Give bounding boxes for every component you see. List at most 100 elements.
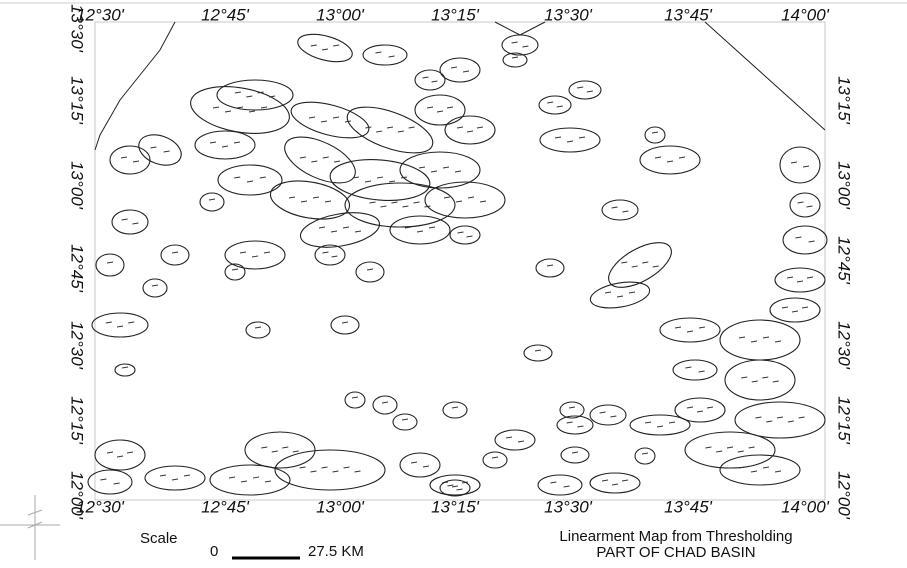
lineament	[246, 180, 254, 183]
lineament	[397, 130, 404, 133]
longitude-label: 14°00'	[781, 5, 830, 24]
lineament	[212, 106, 220, 109]
lineament	[705, 446, 712, 449]
lineament	[447, 484, 454, 487]
lineament	[116, 325, 124, 328]
lineament	[333, 44, 340, 47]
lineament-zone	[160, 244, 190, 266]
lineament	[762, 466, 770, 469]
lineament	[430, 170, 438, 173]
lineament	[120, 156, 128, 159]
lineament	[696, 410, 704, 413]
lineament	[457, 231, 464, 234]
longitude-label: 12°45'	[201, 5, 250, 24]
longitude-label: 13°30'	[544, 5, 593, 24]
lineament-zone	[782, 225, 828, 255]
lineament-zone	[299, 212, 381, 248]
latitude-label: 12°30'	[835, 321, 854, 370]
lineament-zone	[789, 192, 821, 218]
lineament	[686, 330, 694, 333]
lineament	[455, 200, 463, 203]
lineament	[801, 306, 809, 309]
lineament	[310, 44, 317, 47]
lineament	[466, 235, 473, 238]
lineament	[332, 470, 339, 473]
north-arrow	[0, 495, 60, 560]
lineament	[239, 251, 247, 254]
lineament	[652, 265, 659, 268]
boundary-line	[94, 21, 176, 151]
lineament	[621, 261, 628, 264]
lineament	[534, 349, 542, 352]
lineament-zone	[224, 240, 286, 270]
lineament	[762, 336, 770, 339]
longitude-label: 13°00'	[316, 5, 365, 24]
lineament	[750, 340, 758, 343]
lineament	[224, 110, 232, 113]
longitude-label: 13°00'	[316, 497, 365, 516]
lineament	[578, 136, 586, 139]
lineament	[401, 418, 409, 421]
lineament-zone	[659, 317, 721, 343]
lineament	[246, 95, 253, 98]
lineament	[656, 425, 664, 428]
lineament-zone	[429, 474, 481, 496]
lineament	[586, 90, 593, 93]
lineament-zone	[94, 439, 146, 471]
lineament-zone	[608, 242, 672, 288]
lineament-zone	[538, 95, 572, 115]
lineament-zone	[449, 225, 481, 245]
lineament	[354, 230, 362, 233]
lineament	[451, 485, 459, 488]
lineament	[751, 380, 758, 383]
lineament	[321, 466, 328, 469]
lineament-zone	[559, 401, 585, 419]
lineament-zone	[684, 431, 776, 469]
lineament-zone	[734, 401, 826, 439]
lineament	[774, 470, 782, 473]
longitude-label: 13°15'	[431, 5, 480, 24]
lineament	[476, 126, 484, 129]
lineament	[322, 156, 329, 159]
lineament-zone	[502, 52, 528, 68]
lineament	[264, 480, 272, 483]
lineament	[631, 265, 638, 268]
lineament-zone	[346, 106, 434, 154]
lineament	[233, 141, 241, 144]
lineament	[698, 370, 705, 373]
lineament	[321, 48, 329, 51]
lineament	[651, 131, 659, 134]
lineament	[422, 465, 430, 468]
lineament	[300, 200, 308, 203]
latitude-label: 12°30'	[68, 321, 87, 370]
lineament	[621, 479, 629, 482]
lineament-zone	[629, 414, 691, 436]
lineament-zone	[209, 464, 291, 496]
lineament	[802, 165, 810, 168]
lineament	[234, 91, 241, 94]
lineament-zone	[389, 215, 451, 245]
lineament	[126, 451, 134, 454]
lineament	[467, 196, 475, 199]
lineament-zone	[539, 127, 601, 153]
lineament	[308, 116, 316, 119]
lineament	[808, 240, 815, 243]
lineament-zone	[644, 126, 666, 144]
lineament-zone	[774, 267, 826, 293]
lineament	[171, 251, 179, 254]
lineament	[236, 106, 244, 109]
lineament	[762, 376, 769, 379]
lineament-zone	[601, 199, 639, 221]
lineament	[240, 480, 248, 483]
lineament	[479, 200, 487, 203]
lineament-zone	[392, 413, 418, 431]
lineament	[376, 176, 384, 179]
lineament-zone	[589, 472, 641, 494]
lineament-zones	[87, 33, 828, 497]
latitude-label: 12°45'	[835, 236, 854, 285]
scale-title: Scale	[140, 530, 178, 547]
latitude-label: 12°00'	[835, 471, 854, 520]
lineament	[416, 230, 424, 233]
lineament	[322, 251, 329, 254]
lineament	[324, 200, 332, 203]
